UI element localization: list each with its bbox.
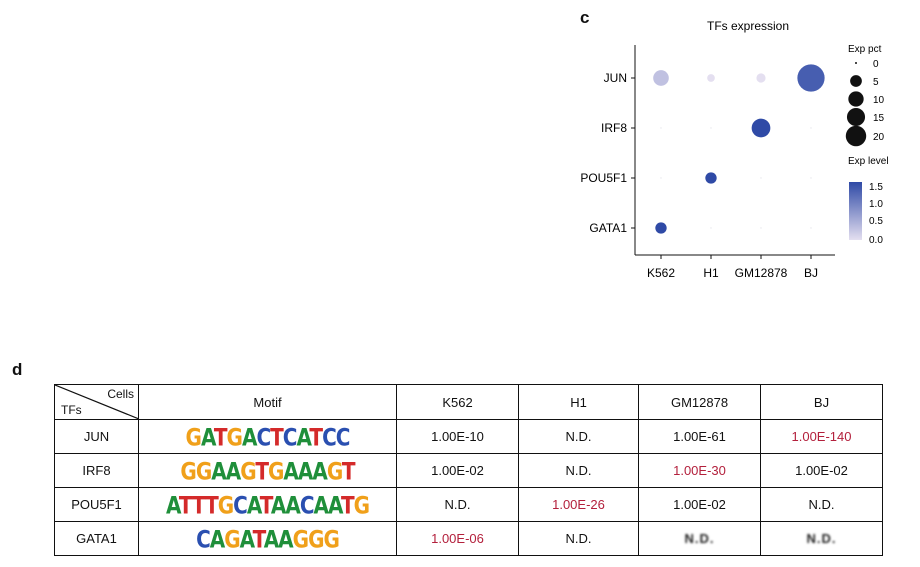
color-legend-label: 0.0 xyxy=(869,235,883,246)
pvalue-cell: 1.00E-10 xyxy=(396,419,519,454)
dot-point xyxy=(705,172,717,184)
motif-pvalue-table: Cells TFs Motif K562 H1 GM12878 BJ JUN GA… xyxy=(54,384,883,556)
pvalue-cell: N.D. xyxy=(518,521,639,556)
tf-name-cell: JUN xyxy=(54,419,139,454)
tfs-label: TFs xyxy=(61,403,82,417)
pvalue-cell: 1.00E-02 xyxy=(760,453,883,488)
dot-point xyxy=(653,70,669,86)
dot-point xyxy=(710,127,712,129)
x-tick-label: BJ xyxy=(804,266,818,280)
pvalue-cell: N.D. xyxy=(518,453,639,488)
y-tick-label: POU5F1 xyxy=(580,171,627,185)
header-motif: Motif xyxy=(138,384,397,420)
size-legend-dot xyxy=(846,107,866,127)
y-tick-label: JUN xyxy=(604,71,627,85)
pvalue-cell: N.D. xyxy=(760,521,883,556)
pvalue-cell: 1.00E-02 xyxy=(638,487,761,522)
x-tick-label: GM12878 xyxy=(735,266,788,280)
color-legend-title: Exp level xyxy=(848,156,889,167)
size-legend-dot xyxy=(850,75,862,87)
motif-cell: ATTTGCATAACAATG xyxy=(138,487,397,522)
dot-point xyxy=(810,127,812,129)
header-corner-cell: Cells TFs xyxy=(54,384,139,420)
color-legend-label: 0.5 xyxy=(869,216,883,227)
size-legend-dot xyxy=(848,91,864,107)
tf-name-cell: IRF8 xyxy=(54,453,139,488)
header-col-k562: K562 xyxy=(396,384,519,420)
x-tick-label: K562 xyxy=(647,266,675,280)
pvalue-cell: N.D. xyxy=(760,487,883,522)
header-col-bj: BJ xyxy=(760,384,883,420)
pvalue-cell: N.D. xyxy=(518,419,639,454)
dot-point xyxy=(810,227,812,229)
dot-point xyxy=(655,222,667,234)
panel-letter-c: c xyxy=(580,8,590,27)
motif-cell: GATGACTCATCC xyxy=(138,419,397,454)
color-legend-label: 1.0 xyxy=(869,199,883,210)
cells-label: Cells xyxy=(107,387,134,401)
dot-point xyxy=(756,73,766,83)
size-legend-title: Exp pct xyxy=(848,44,882,55)
size-legend-label: 15 xyxy=(873,113,885,124)
pvalue-cell: 1.00E-30 xyxy=(638,453,761,488)
dot-point xyxy=(760,227,762,229)
header-col-gm12878: GM12878 xyxy=(638,384,761,420)
pvalue-cell: 1.00E-26 xyxy=(518,487,639,522)
table-row: IRF8 GGAAGTGAAAGT 1.00E-02 N.D. 1.00E-30 1.00… xyxy=(54,453,883,488)
dot-point xyxy=(810,177,812,179)
table-row: POU5F1 ATTTGCATAACAATG N.D. 1.00E-26 1.00E-0… xyxy=(54,487,883,522)
table-header-row: Cells TFs Motif K562 H1 GM12878 BJ xyxy=(54,384,883,420)
size-legend-label: 5 xyxy=(873,77,879,88)
dot-point xyxy=(660,127,662,129)
panel-letter-d: d xyxy=(12,360,23,379)
size-legend-label: 10 xyxy=(873,95,885,106)
dot-point xyxy=(710,227,712,229)
size-legend-dot xyxy=(845,125,867,147)
pvalue-cell: 1.00E-06 xyxy=(396,521,519,556)
dot-point xyxy=(660,177,662,179)
dot-point xyxy=(797,64,825,92)
color-legend-bar xyxy=(849,182,862,240)
table-row: GATA1 CAGATAAGGG 1.00E-06 N.D. N.D. N.D. xyxy=(54,521,883,556)
tf-name-cell: POU5F1 xyxy=(54,487,139,522)
chart-title: TFs expression xyxy=(707,19,789,33)
dot-point xyxy=(751,118,771,138)
motif-logo: ATTTGCATAACAATG xyxy=(165,490,370,519)
motif-cell: CAGATAAGGG xyxy=(138,521,397,556)
pvalue-cell: 1.00E-140 xyxy=(760,419,883,454)
header-col-h1: H1 xyxy=(518,384,639,420)
motif-cell: GGAAGTGAAAGT xyxy=(138,453,397,488)
size-legend-label: 20 xyxy=(873,132,885,143)
y-tick-label: IRF8 xyxy=(601,121,627,135)
y-tick-label: GATA1 xyxy=(589,221,627,235)
color-legend-label: 1.5 xyxy=(869,182,883,193)
dot-plot-chart: TFs expression JUN IRF8 POU5F1 GATA1 K562 H1 G… xyxy=(580,19,889,280)
pvalue-cell: N.D. xyxy=(638,521,761,556)
table-row: JUN GATGACTCATCC 1.00E-10 N.D. 1.00E-61 1.00E… xyxy=(54,419,883,454)
x-tick-label: H1 xyxy=(703,266,719,280)
size-legend-label: 0 xyxy=(873,59,879,70)
size-legend-dot xyxy=(855,62,857,64)
pvalue-cell: 1.00E-61 xyxy=(638,419,761,454)
diagonal-divider xyxy=(55,385,139,419)
motif-logo: GATGACTCATCC xyxy=(185,422,351,451)
motif-logo: CAGATAAGGG xyxy=(196,524,340,553)
dot-point xyxy=(760,177,762,179)
motif-logo: GGAAGTGAAAGT xyxy=(180,456,355,485)
pvalue-cell: N.D. xyxy=(396,487,519,522)
dot-point xyxy=(707,74,715,82)
pvalue-cell: 1.00E-02 xyxy=(396,453,519,488)
tf-name-cell: GATA1 xyxy=(54,521,139,556)
